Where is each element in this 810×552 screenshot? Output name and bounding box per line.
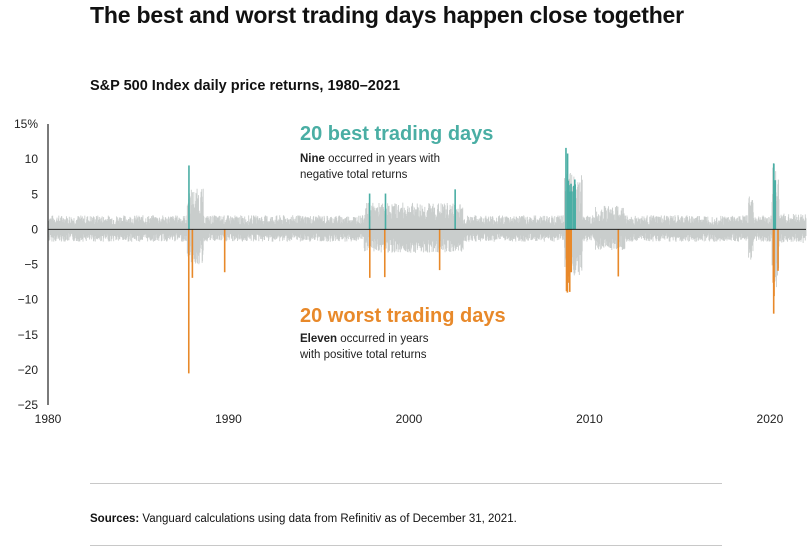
y-tick-label: −10: [18, 293, 39, 307]
chart-subtitle: S&P 500 Index daily price returns, 1980–…: [90, 78, 401, 94]
x-tick-label: 1990: [215, 412, 242, 426]
x-tick-label: 2020: [757, 412, 784, 426]
worst-days-note-line1: Eleven occurred in years: [300, 333, 429, 345]
worst-days-series: [187, 229, 779, 374]
x-tick-label: 1980: [35, 412, 62, 426]
y-tick-label: 10: [25, 152, 39, 166]
chart-axes: [47, 124, 806, 405]
x-tick-label: 2010: [576, 412, 603, 426]
worst-days-note-line2: with positive total returns: [299, 349, 427, 361]
divider-top: [90, 483, 722, 484]
best-days-heading: 20 best trading days: [300, 123, 493, 145]
x-tick-label: 2000: [396, 412, 423, 426]
worst-days-note-text: occurred in years: [337, 333, 429, 345]
best-days-note-text: occurred in years with: [325, 153, 440, 165]
y-tick-label: −5: [24, 258, 38, 272]
y-tick-label: 0: [31, 222, 38, 236]
y-tick-label: −25: [18, 398, 39, 412]
y-tick-label: 5: [31, 187, 38, 201]
worst-days-note-bold: Eleven: [300, 333, 337, 345]
daily-returns-noise: [47, 167, 807, 288]
sources-label: Sources:: [90, 513, 140, 525]
y-tick-label: 15%: [14, 117, 38, 131]
chart-title: The best and worst trading days happen c…: [90, 2, 684, 28]
sources-note: Sources: Vanguard calculations using dat…: [90, 513, 517, 525]
worst-days-heading: 20 worst trading days: [300, 305, 506, 327]
y-tick-label: −15: [18, 328, 39, 342]
y-tick-label: −20: [18, 363, 39, 377]
divider-bottom: [90, 545, 722, 546]
best-days-series: [188, 147, 777, 230]
daily-returns-background: [47, 167, 807, 288]
sources-text: Vanguard calculations using data from Re…: [139, 513, 517, 525]
best-days-note-line1: Nine occurred in years with: [300, 153, 440, 165]
best-days-note-line2: negative total returns: [300, 169, 408, 181]
best-days-note-bold: Nine: [300, 153, 325, 165]
